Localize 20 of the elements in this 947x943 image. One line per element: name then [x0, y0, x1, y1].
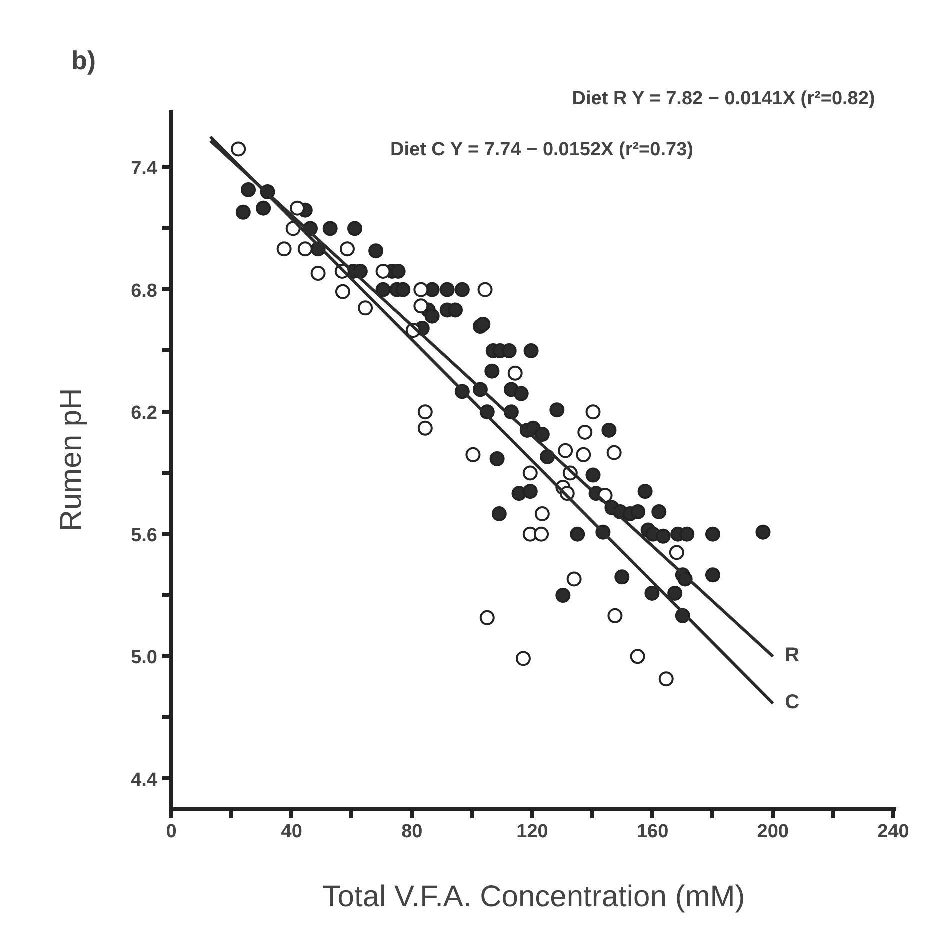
x-tick-label: 160 — [636, 822, 669, 842]
text: Diet R Y = 7.82 − 0.0141X (r²=0.82) — [572, 88, 876, 110]
y-tick-label: 7.4 — [131, 158, 158, 180]
x-tick-label: 120 — [516, 822, 548, 842]
x-tick-label: 0 — [166, 822, 177, 842]
y-tick-label: 6.2 — [131, 403, 158, 424]
y-tick-label: 5.0 — [131, 648, 158, 669]
series-label: R — [785, 644, 800, 667]
x-tick-label: 80 — [402, 822, 423, 842]
y-tick-label: 6.8 — [131, 280, 158, 302]
x-tick-label: 240 — [878, 822, 910, 842]
y-axis-title: Rumen pH — [55, 388, 88, 532]
x-axis-title: Total V.F.A. Concentration (mM) — [322, 880, 746, 914]
chart-title: b) — [72, 46, 96, 76]
y-tick-label: 5.6 — [131, 525, 158, 546]
series-label: C — [785, 692, 800, 714]
x-tick-label: 40 — [281, 822, 302, 842]
y-tick-label: 4.4 — [131, 770, 158, 791]
annotation: Diet C Y = 7.74 − 0.0152X (r²=0.73) — [390, 140, 694, 160]
x-tick-label: 200 — [757, 822, 790, 842]
